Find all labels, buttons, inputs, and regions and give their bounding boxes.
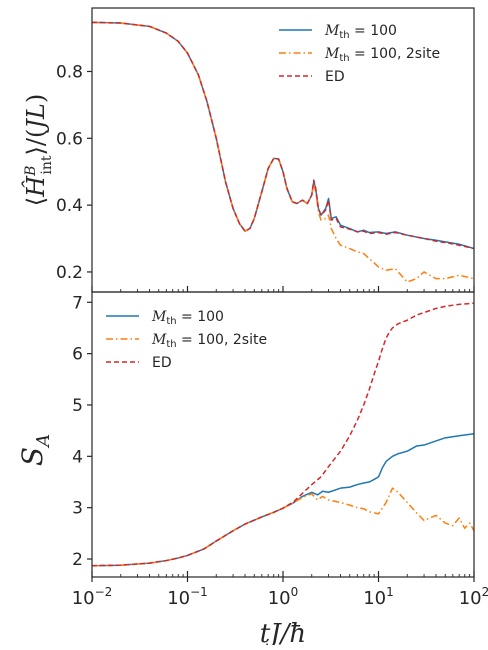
legend-label: Mth = 100, 2site [324,46,440,64]
svg-text:SA: SA [16,434,54,466]
y-tick-label: 3 [72,499,83,519]
y-tick-label: 0.6 [56,129,83,149]
y-tick-label: 5 [72,396,83,416]
x-tick-label: 10−2 [72,585,113,609]
y-tick-label: 6 [72,345,83,365]
legend: Mth = 100 Mth = 100, 2site ED [279,23,440,85]
series-line-0 [92,432,474,567]
x-tick-label: 102 [459,585,488,609]
y-tick-label: 7 [72,293,83,313]
x-tick-label: 101 [363,585,394,609]
x-tick-label: 100 [268,585,299,609]
y-tick-label: 0.4 [56,196,83,216]
top-panel: 0.2 0.4 0.6 0.8 Mth = 100 Mth = 100, 2site ED [56,7,475,293]
y-tick-label: 4 [72,447,83,467]
series-line-2 [92,302,474,567]
svg-text:⟨ĤBint⟩/(JL): ⟨ĤBint⟩/(JL) [21,94,55,206]
series-line-1 [92,487,474,567]
legend-label: Mth = 100 [151,309,224,327]
plot-frame [91,291,475,578]
y-tick-label: 2 [72,550,83,570]
legend: Mth = 100 Mth = 100, 2site ED [106,309,267,371]
legend-label: Mth = 100, 2site [151,332,267,350]
legend-label: Mth = 100 [324,23,397,41]
top-y-axis-label: ⟨ĤBint⟩/(JL) [21,94,55,206]
y-tick-label: 0.8 [56,62,83,82]
x-axis-label: tJ/ħ [260,619,306,645]
x-tick-label: 10−1 [167,585,208,609]
legend-label: ED [325,69,345,85]
legend-label: ED [152,355,172,371]
y-tick-label: 0.2 [56,263,83,283]
bottom-y-axis-label: SA [16,434,54,466]
series-line-2 [92,21,474,250]
